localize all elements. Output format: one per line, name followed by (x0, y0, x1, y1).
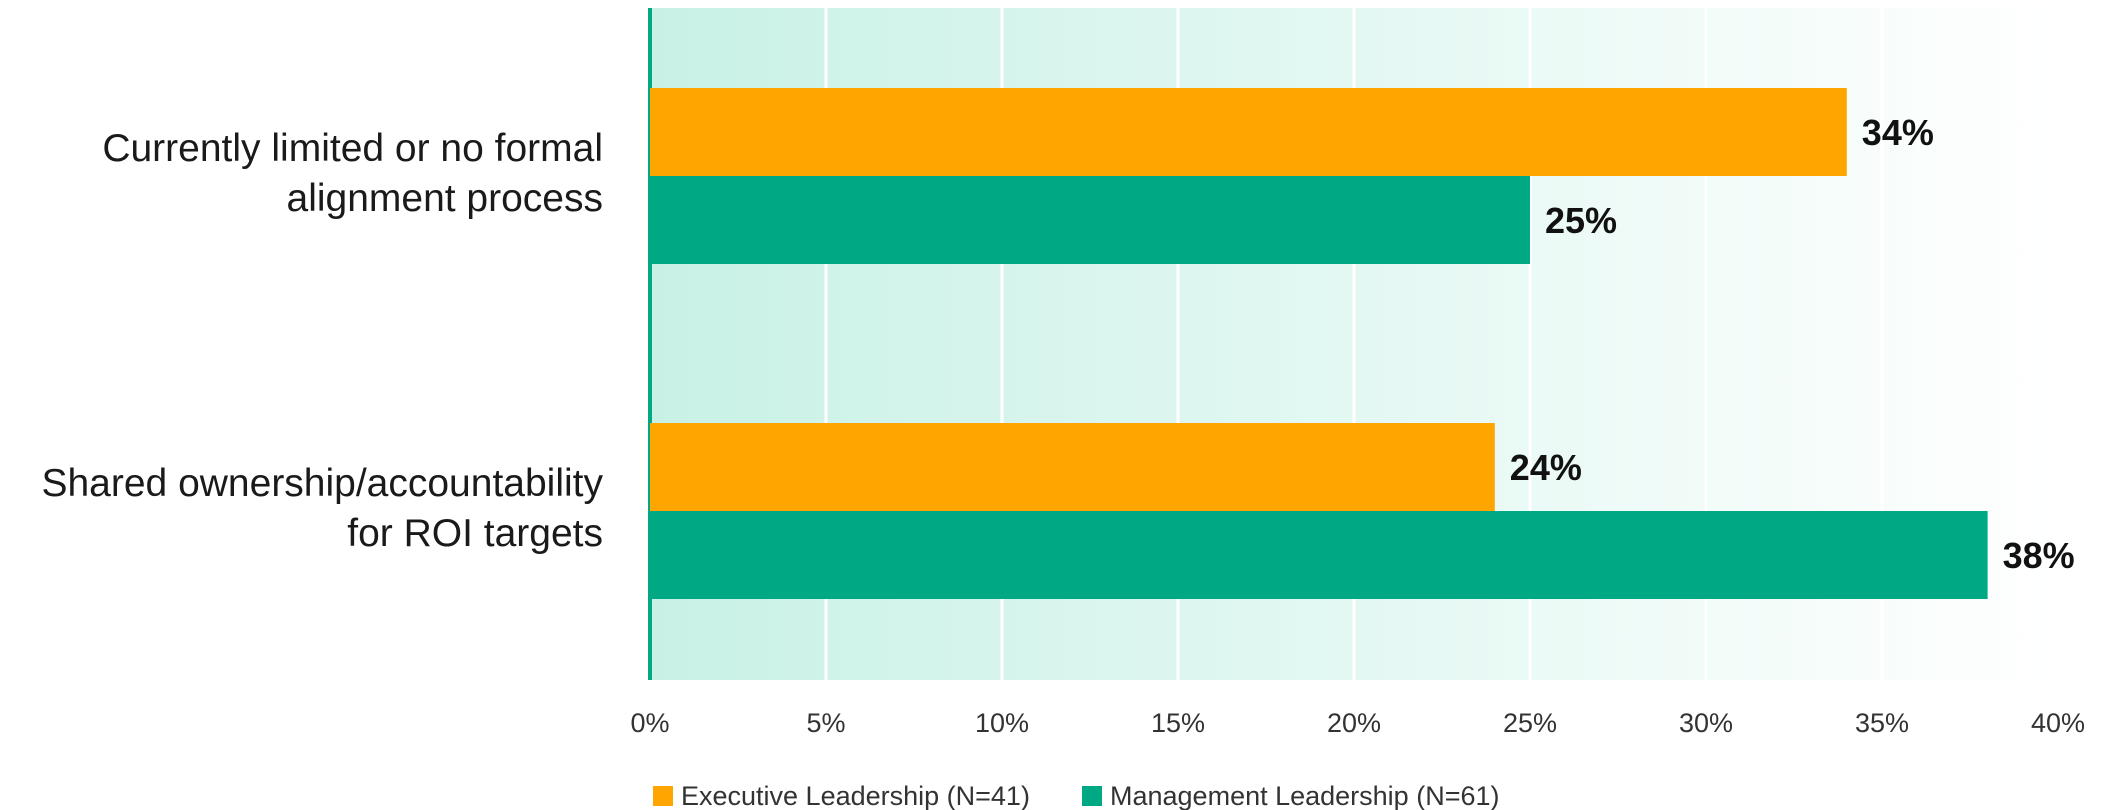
x-axis-ticks: 0% 5% 10% 15% 20% 25% 30% 35% 40% (630, 708, 2085, 738)
x-tick-label: 35% (1855, 708, 1909, 738)
legend-swatch (653, 786, 673, 806)
legend-label: Management Leadership (N=61) (1110, 781, 1499, 810)
category-label: Shared ownership/accountability (41, 462, 603, 505)
bar (650, 88, 1847, 176)
bar (650, 423, 1495, 511)
x-tick-label: 40% (2031, 708, 2085, 738)
bars (650, 88, 1988, 599)
x-tick-label: 25% (1503, 708, 1557, 738)
x-tick-label: 20% (1327, 708, 1381, 738)
legend-swatch (1082, 786, 1102, 806)
category-label: Currently limited or no formal (102, 127, 603, 170)
bar (650, 511, 1988, 599)
bar-value-label: 38% (2003, 535, 2075, 576)
legend-label: Executive Leadership (N=41) (681, 781, 1030, 810)
x-tick-label: 10% (975, 708, 1029, 738)
bar-value-label: 24% (1510, 447, 1582, 488)
x-tick-label: 5% (806, 708, 845, 738)
x-tick-label: 30% (1679, 708, 1733, 738)
x-tick-label: 0% (630, 708, 669, 738)
category-label: for ROI targets (347, 512, 603, 555)
bar-value-label: 25% (1545, 200, 1617, 241)
bar (650, 176, 1530, 264)
category-label: alignment process (287, 177, 604, 220)
value-labels: 34% 25% 24% 38% (1510, 112, 2075, 576)
bar-value-label: 34% (1862, 112, 1934, 153)
legend: Executive Leadership (N=41) Management Le… (653, 781, 1499, 810)
x-tick-label: 15% (1151, 708, 1205, 738)
category-labels: Currently limited or no formal alignment … (41, 127, 603, 555)
